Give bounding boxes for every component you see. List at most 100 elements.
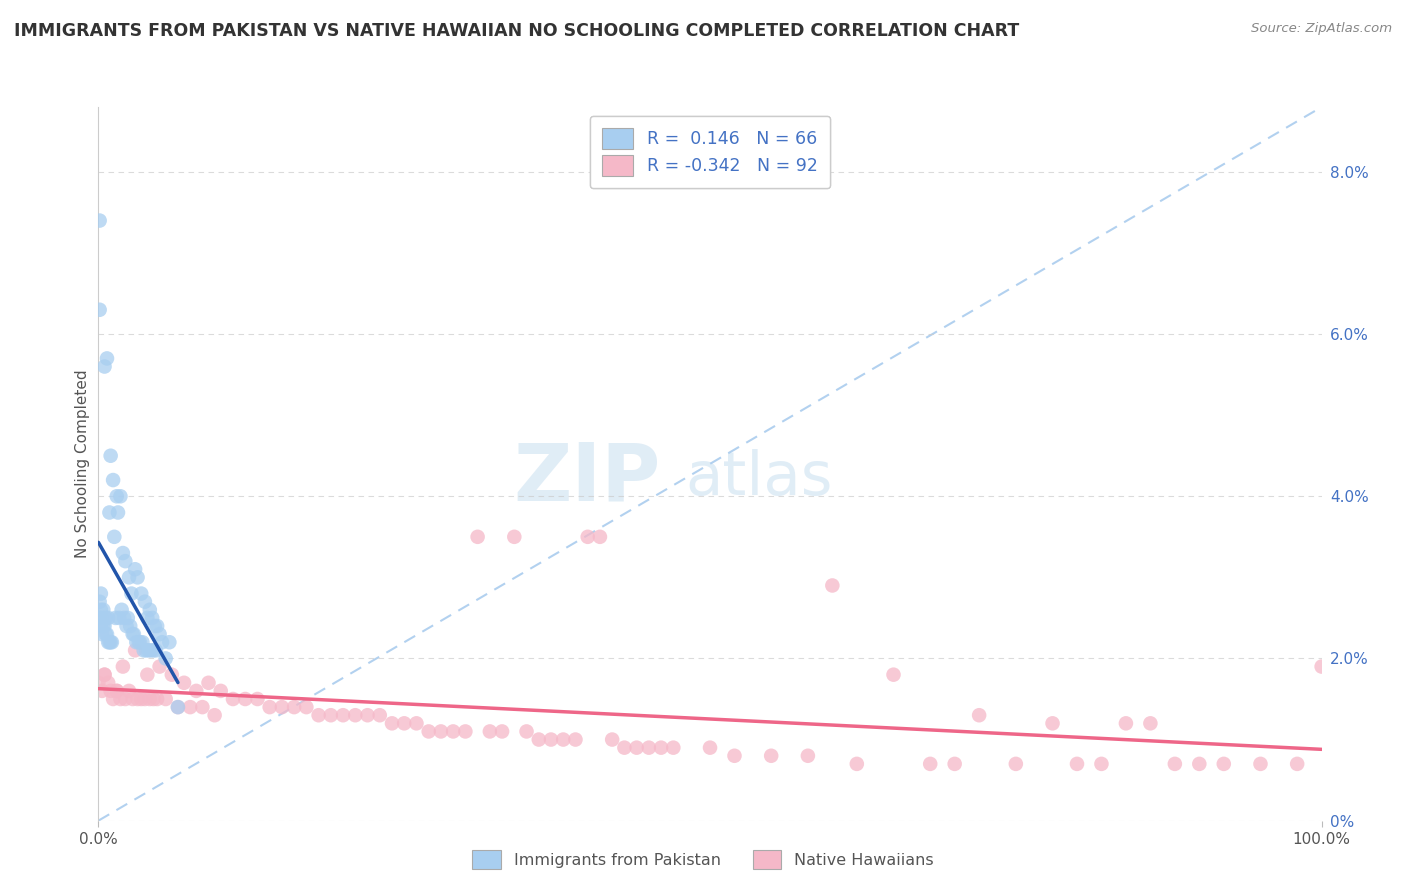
Point — [90, 619, 112, 633]
Text: IMMIGRANTS FROM PAKISTAN VS NATIVE HAWAIIAN NO SCHOOLING COMPLETED CORRELATION C: IMMIGRANTS FROM PAKISTAN VS NATIVE HAWAI… — [14, 22, 1019, 40]
Point — [515, 724, 537, 739]
Point — [100, 449, 122, 463]
Point — [97, 675, 120, 690]
Point — [138, 643, 160, 657]
Point — [332, 708, 354, 723]
Point — [107, 506, 129, 520]
Point — [97, 611, 120, 625]
Point — [454, 724, 477, 739]
Point — [90, 603, 112, 617]
Point — [167, 700, 190, 714]
Point — [222, 692, 245, 706]
Point — [1249, 756, 1271, 771]
Point — [491, 724, 513, 739]
Point — [146, 619, 169, 633]
Point — [121, 692, 143, 706]
Point — [87, 675, 110, 690]
Point — [91, 627, 114, 641]
Point — [662, 740, 685, 755]
Point — [600, 732, 623, 747]
Point — [155, 692, 177, 706]
Point — [209, 684, 232, 698]
Point — [540, 732, 562, 747]
Point — [821, 578, 844, 592]
Point — [139, 692, 162, 706]
Point — [638, 740, 661, 755]
Point — [118, 684, 141, 698]
Point — [142, 692, 165, 706]
Point — [613, 740, 636, 755]
Point — [179, 700, 201, 714]
Point — [111, 659, 134, 673]
Point — [101, 692, 124, 706]
Point — [101, 473, 124, 487]
Point — [110, 692, 132, 706]
Point — [967, 708, 990, 723]
Point — [1004, 756, 1026, 771]
Point — [943, 756, 966, 771]
Point — [110, 489, 132, 503]
Point — [197, 675, 219, 690]
Point — [1090, 756, 1112, 771]
Text: ZIP: ZIP — [513, 439, 661, 517]
Point — [845, 756, 868, 771]
Point — [150, 635, 173, 649]
Y-axis label: No Schooling Completed: No Schooling Completed — [75, 369, 90, 558]
Point — [105, 684, 128, 698]
Point — [111, 546, 134, 560]
Point — [139, 643, 162, 657]
Point — [141, 611, 163, 625]
Point — [883, 667, 905, 681]
Point — [478, 724, 501, 739]
Point — [1066, 756, 1088, 771]
Point — [93, 619, 115, 633]
Point — [149, 627, 172, 641]
Point — [104, 611, 127, 625]
Point — [91, 619, 114, 633]
Point — [89, 302, 111, 317]
Point — [111, 603, 134, 617]
Point — [93, 359, 115, 374]
Point — [142, 643, 165, 657]
Point — [145, 643, 167, 657]
Point — [112, 611, 135, 625]
Point — [564, 732, 586, 747]
Point — [1286, 756, 1309, 771]
Point — [127, 570, 149, 584]
Point — [114, 554, 136, 568]
Point — [89, 213, 111, 227]
Point — [1139, 716, 1161, 731]
Point — [136, 611, 159, 625]
Point — [90, 586, 112, 600]
Point — [381, 716, 404, 731]
Point — [191, 700, 214, 714]
Point — [127, 692, 149, 706]
Point — [143, 619, 166, 633]
Point — [418, 724, 440, 739]
Point — [626, 740, 648, 755]
Point — [100, 635, 122, 649]
Point — [129, 586, 152, 600]
Point — [157, 635, 180, 649]
Point — [723, 748, 745, 763]
Point — [356, 708, 378, 723]
Point — [98, 635, 121, 649]
Point — [430, 724, 453, 739]
Point — [125, 635, 148, 649]
Point — [94, 627, 117, 641]
Point — [136, 667, 159, 681]
Point — [441, 724, 464, 739]
Point — [122, 627, 145, 641]
Point — [283, 700, 305, 714]
Point — [1115, 716, 1137, 731]
Point — [761, 748, 783, 763]
Point — [121, 627, 143, 641]
Point — [1042, 716, 1064, 731]
Point — [115, 619, 138, 633]
Point — [134, 595, 156, 609]
Point — [920, 756, 942, 771]
Point — [1164, 756, 1187, 771]
Point — [204, 708, 226, 723]
Point — [135, 643, 157, 657]
Point — [103, 530, 125, 544]
